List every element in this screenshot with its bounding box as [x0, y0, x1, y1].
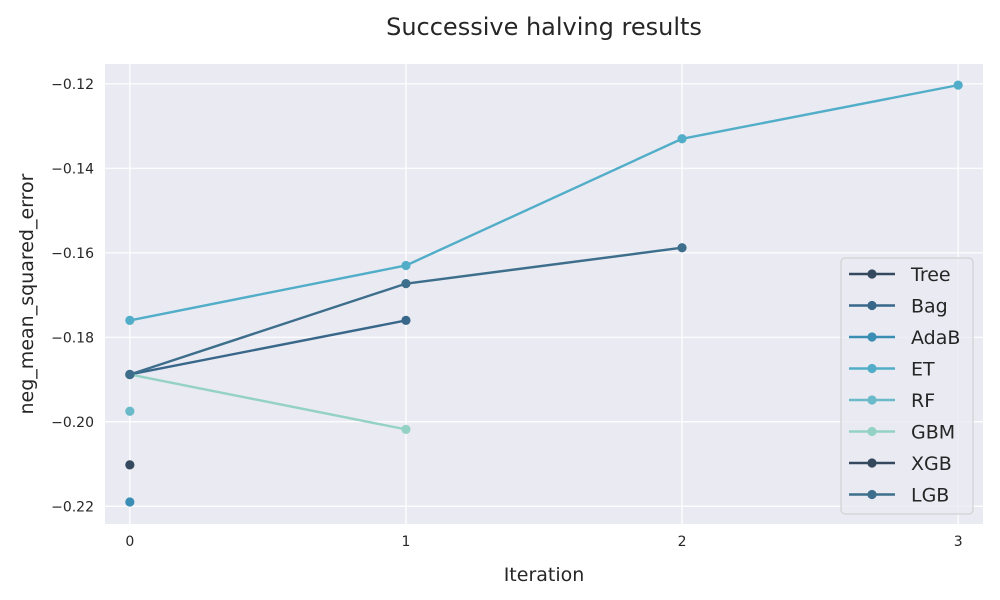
legend-item-lgb: LGB: [849, 485, 949, 507]
legend-marker: [867, 395, 877, 405]
legend-marker: [867, 458, 877, 468]
data-point-et: [401, 260, 411, 271]
series-line-et: [128, 83, 960, 322]
legend-item-rf: RF: [849, 390, 935, 412]
legend-item-adab: AdaB: [849, 327, 960, 349]
legend-item-et: ET: [849, 359, 935, 381]
series-line-bag: [128, 319, 408, 376]
series-adab: [125, 497, 135, 507]
legend-item-gbm: GBM: [849, 422, 955, 444]
tick-labels: 0 1 2 3 −0.22 −0.20 −0.18 −0.16 −0.14 −0.12: [51, 77, 963, 550]
legend-label: Tree: [910, 264, 951, 286]
y-tick-label: −0.20: [51, 415, 94, 431]
legend-marker: [867, 489, 877, 500]
x-axis-label: Iteration: [504, 564, 585, 586]
x-tick-label: 0: [125, 534, 134, 550]
legend-label: ET: [911, 359, 935, 381]
legend-marker: [867, 426, 877, 437]
data-point-et: [125, 315, 135, 326]
data-point-et: [677, 134, 687, 144]
x-tick-label: 1: [401, 534, 410, 550]
x-tick-label: 3: [954, 534, 963, 550]
y-tick-label: −0.18: [51, 330, 94, 346]
series-lgb: [125, 243, 687, 380]
data-point-rf: [125, 406, 135, 416]
legend-label: AdaB: [911, 327, 960, 349]
data-point-lgb: [677, 243, 687, 253]
legend-item-tree: Tree: [849, 264, 951, 286]
legend-label: RF: [911, 390, 935, 412]
y-tick-label: −0.22: [51, 499, 94, 515]
y-tick-label: −0.12: [51, 77, 94, 93]
legend-label: GBM: [911, 422, 955, 444]
legend-label: Bag: [911, 296, 948, 318]
series-et: [125, 80, 963, 326]
y-tick-label: −0.16: [51, 246, 94, 262]
data-point-lgb: [401, 279, 411, 289]
x-tick-label: 2: [678, 534, 687, 550]
data-point-adab: [125, 497, 135, 507]
data-point-tree: [125, 460, 135, 470]
chart-title: Successive halving results: [386, 13, 702, 41]
plot-area: [105, 64, 983, 524]
y-tick-label: −0.14: [51, 161, 94, 177]
legend-label: XGB: [911, 453, 952, 475]
legend-marker: [867, 300, 877, 311]
data-point-bag: [401, 315, 411, 326]
legend-item-xgb: XGB: [849, 453, 952, 475]
legend-marker: [867, 269, 877, 279]
legend-item-bag: Bag: [849, 296, 948, 318]
data-point-lgb: [125, 369, 135, 380]
series-rf: [125, 406, 135, 416]
legend-box: [840, 257, 974, 515]
legend-marker: [867, 332, 877, 342]
series-line-gbm: [128, 373, 408, 431]
legend: Tree Bag AdaB ET RF GBM XGB LGB: [840, 257, 974, 515]
series-lines: [125, 80, 963, 507]
legend-label: LGB: [911, 485, 949, 507]
y-axis-label: neg_mean_squared_error: [16, 173, 38, 414]
legend-marker: [867, 363, 877, 374]
data-point-et: [953, 80, 963, 90]
data-point-gbm: [401, 424, 411, 434]
series-tree: [125, 460, 135, 470]
